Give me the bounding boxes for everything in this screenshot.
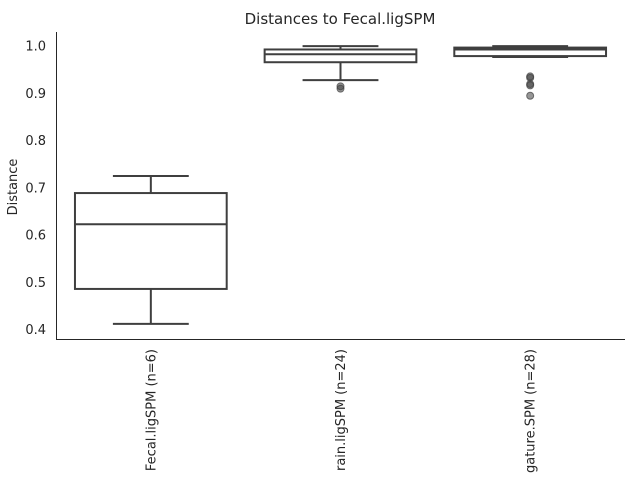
x-axis-ticks: Fecal.ligSPM (n=6) rain.ligSPM (n=24) gatu… — [144, 349, 538, 473]
outlier-point — [526, 91, 535, 100]
iqr-box — [453, 46, 608, 58]
y-axis-ticks: 0.4 0.5 0.6 0.7 0.8 0.9 1.0 — [25, 40, 46, 338]
outlier-point — [336, 82, 345, 91]
y-tick-label: 0.6 — [25, 229, 46, 244]
y-tick-label: 1.0 — [25, 40, 46, 55]
x-tick-label: Fecal.ligSPM (n=6) — [144, 349, 159, 471]
y-tick-label: 0.9 — [25, 87, 46, 102]
iqr-box — [73, 192, 228, 290]
box-group — [263, 45, 418, 93]
chart-title: Distances to Fecal.ligSPM — [245, 10, 436, 28]
iqr-box — [263, 48, 418, 64]
box-group — [453, 45, 608, 100]
box-group — [73, 175, 228, 325]
outlier-point — [526, 72, 535, 81]
y-tick-label: 0.8 — [25, 134, 46, 149]
x-tick-label: rain.ligSPM (n=24) — [334, 349, 349, 471]
y-tick-label: 0.7 — [25, 181, 46, 196]
y-tick-label: 0.5 — [25, 276, 46, 291]
y-tick-label: 0.4 — [25, 323, 46, 338]
x-tick-label: gature.SPM (n=28) — [524, 349, 539, 473]
plot-area — [73, 45, 608, 325]
y-axis-label: Distance — [6, 159, 21, 216]
